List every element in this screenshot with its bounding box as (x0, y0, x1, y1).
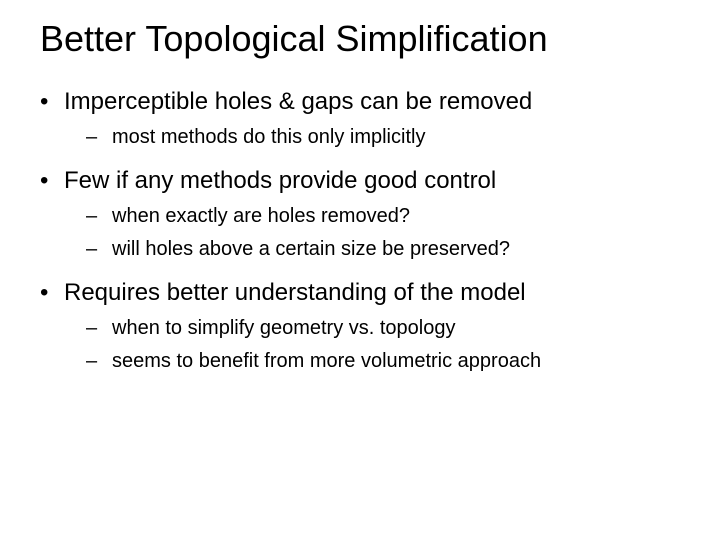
slide: Better Topological Simplification Imperc… (0, 0, 720, 540)
sub-bullet-item: will holes above a certain size be prese… (64, 238, 680, 261)
sub-bullet-item: when to simplify geometry vs. topology (64, 317, 680, 340)
sub-bullet-list: when exactly are holes removed? will hol… (64, 205, 680, 261)
bullet-item: Requires better understanding of the mod… (40, 279, 680, 373)
bullet-list: Imperceptible holes & gaps can be remove… (40, 88, 680, 373)
bullet-text: Requires better understanding of the mod… (64, 279, 526, 306)
bullet-text: Imperceptible holes & gaps can be remove… (64, 88, 532, 115)
sub-bullet-item: most methods do this only implicitly (64, 126, 680, 149)
sub-bullet-list: when to simplify geometry vs. topology s… (64, 317, 680, 373)
slide-title: Better Topological Simplification (40, 18, 680, 60)
bullet-text: Few if any methods provide good control (64, 167, 496, 194)
bullet-item: Few if any methods provide good control … (40, 167, 680, 261)
sub-bullet-item: when exactly are holes removed? (64, 205, 680, 228)
sub-bullet-item: seems to benefit from more volumetric ap… (64, 350, 680, 373)
bullet-item: Imperceptible holes & gaps can be remove… (40, 88, 680, 149)
sub-bullet-list: most methods do this only implicitly (64, 126, 680, 149)
